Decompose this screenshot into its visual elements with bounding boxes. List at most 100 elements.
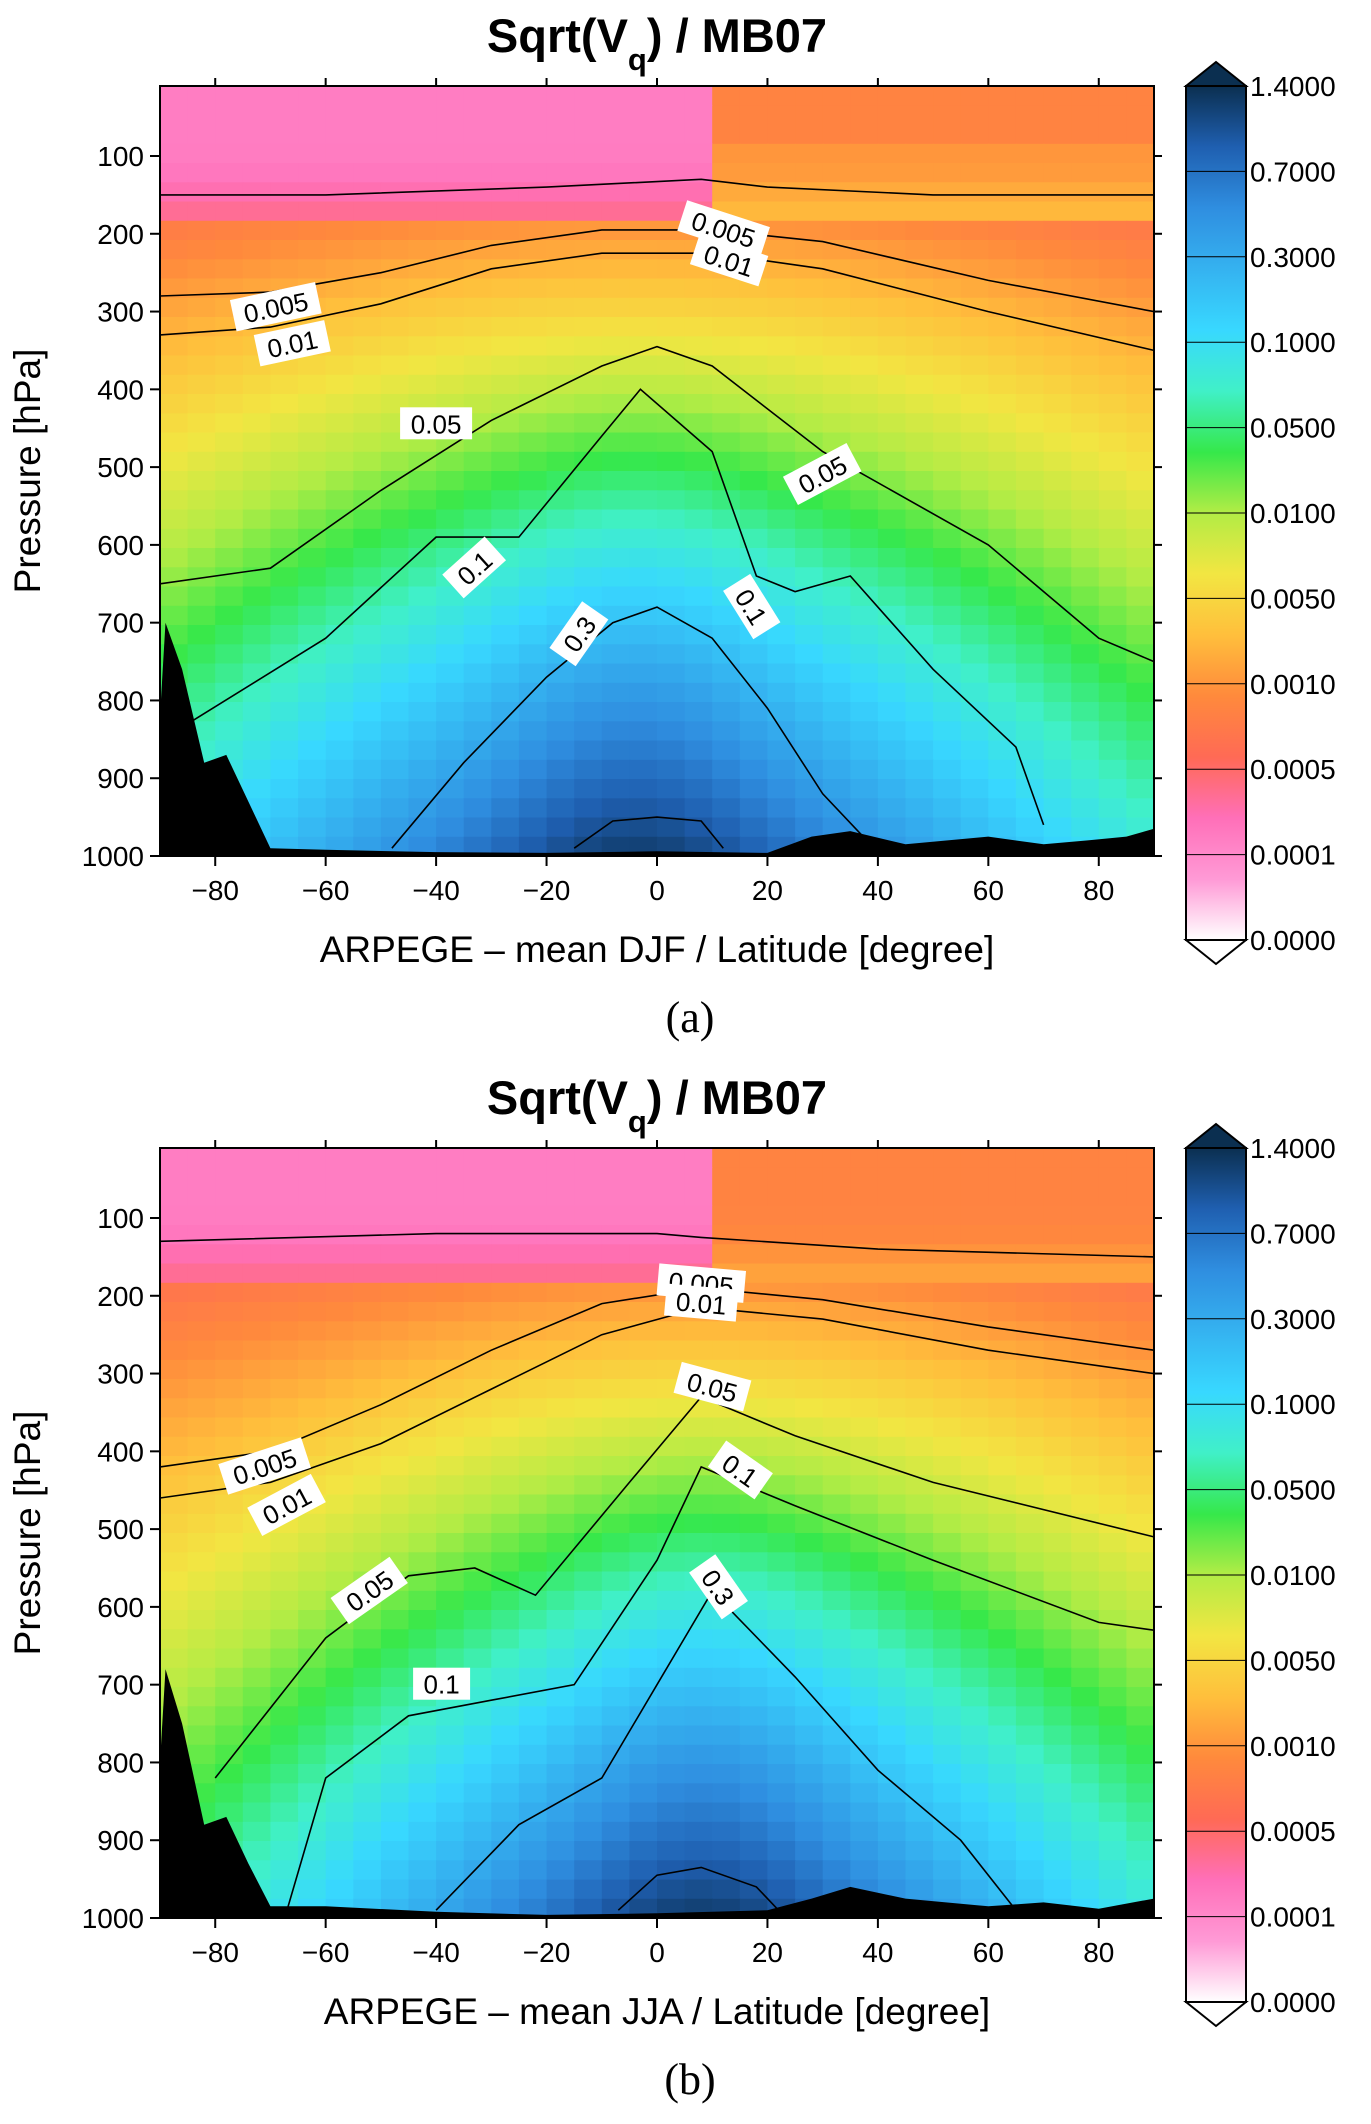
heatmap-cell xyxy=(684,1436,713,1457)
heatmap-cell xyxy=(1071,1205,1100,1226)
heatmap-cell xyxy=(877,240,907,261)
heatmap-cell xyxy=(1098,1552,1128,1573)
heatmap-cell xyxy=(739,490,769,511)
heatmap-cell xyxy=(933,1744,962,1765)
heatmap-cell xyxy=(822,240,852,261)
heatmap-cell xyxy=(657,1205,686,1226)
heatmap-cell xyxy=(739,317,769,338)
heatmap-cell xyxy=(877,567,907,588)
heatmap-cell xyxy=(215,1764,244,1785)
heatmap-cell xyxy=(1071,740,1100,761)
heatmap-cell xyxy=(160,1590,189,1611)
heatmap-cell xyxy=(574,201,603,222)
heatmap-cell xyxy=(574,336,603,357)
heatmap-cell xyxy=(988,1340,1017,1361)
heatmap-cell xyxy=(380,1629,410,1650)
heatmap-cell xyxy=(546,528,575,549)
heatmap-cell xyxy=(436,1821,465,1842)
heatmap-cell xyxy=(160,1398,189,1419)
heatmap-cell xyxy=(960,278,990,299)
heatmap-cell xyxy=(242,1783,272,1804)
heatmap-cell xyxy=(436,1879,465,1900)
heatmap-cell xyxy=(905,1494,934,1515)
heatmap-cell xyxy=(1015,625,1045,646)
heatmap-cell xyxy=(160,413,189,434)
heatmap-cell xyxy=(215,1321,244,1342)
heatmap-cell xyxy=(325,259,355,280)
heatmap-cell xyxy=(380,605,410,626)
heatmap-cell xyxy=(1098,413,1128,434)
heatmap-cell xyxy=(1098,297,1128,318)
heatmap-cell xyxy=(933,721,962,742)
heatmap-cell xyxy=(1126,240,1154,261)
heatmap-cell xyxy=(684,779,713,800)
heatmap-cell xyxy=(436,1783,465,1804)
colorbar-label: 0.0010 xyxy=(1250,669,1336,700)
heatmap-cell xyxy=(822,1744,852,1765)
heatmap-cell xyxy=(353,1340,382,1361)
heatmap-cell xyxy=(1043,490,1072,511)
heatmap-cell xyxy=(270,1571,299,1592)
heatmap-cell xyxy=(712,1764,741,1785)
heatmap-cell xyxy=(629,1417,658,1438)
heatmap-cell xyxy=(933,1263,962,1284)
heatmap-cell xyxy=(877,336,907,357)
y-tick-label: 900 xyxy=(97,1825,144,1856)
heatmap-cell xyxy=(877,528,907,549)
heatmap-cell xyxy=(574,1610,603,1631)
heatmap-cell xyxy=(1126,220,1154,241)
heatmap-cell xyxy=(436,1706,465,1727)
heatmap-cell xyxy=(933,317,962,338)
heatmap-cell xyxy=(1098,721,1128,742)
heatmap-cell xyxy=(518,1513,548,1534)
heatmap-cell xyxy=(242,1225,272,1246)
heatmap-cell xyxy=(933,567,962,588)
heatmap-cell xyxy=(518,471,548,492)
heatmap-cell xyxy=(1126,1590,1154,1611)
heatmap-cell xyxy=(160,86,189,107)
heatmap-cell xyxy=(767,644,796,665)
heatmap-cell xyxy=(712,1533,741,1554)
heatmap-cell xyxy=(657,1456,686,1477)
heatmap-cell xyxy=(215,1571,244,1592)
heatmap-cell xyxy=(380,1263,410,1284)
heatmap-cell xyxy=(546,336,575,357)
heatmap-cell xyxy=(491,817,520,838)
heatmap-cell xyxy=(1098,1379,1128,1400)
heatmap-cell xyxy=(298,779,327,800)
heatmap-cell xyxy=(463,1244,493,1265)
heatmap-cell xyxy=(960,1302,990,1323)
heatmap-cell xyxy=(298,1783,327,1804)
heatmap-cell xyxy=(518,1456,548,1477)
heatmap-cell xyxy=(518,1552,548,1573)
heatmap-cell xyxy=(1043,817,1072,838)
heatmap-cell xyxy=(242,682,272,703)
heatmap-cell xyxy=(298,259,327,280)
heatmap-cell xyxy=(298,143,327,164)
heatmap-cell xyxy=(1098,374,1128,395)
colorbar-top-arrow xyxy=(1183,60,1249,87)
heatmap-cell xyxy=(436,1610,465,1631)
heatmap-cell xyxy=(739,1610,769,1631)
heatmap-cell xyxy=(380,1417,410,1438)
heatmap-cell xyxy=(905,1244,934,1265)
heatmap-cell xyxy=(325,163,355,184)
heatmap-cell xyxy=(436,1764,465,1785)
heatmap-cell xyxy=(380,817,410,838)
heatmap-cell xyxy=(905,413,934,434)
heatmap-cell xyxy=(1071,1494,1100,1515)
heatmap-cell xyxy=(1098,1186,1128,1207)
heatmap-cell xyxy=(739,1167,769,1188)
heatmap-cell xyxy=(353,432,382,453)
heatmap-cell xyxy=(657,509,686,530)
heatmap-cell xyxy=(325,740,355,761)
heatmap-cell xyxy=(215,201,244,222)
heatmap-cell xyxy=(187,682,216,703)
heatmap-cell xyxy=(408,1610,437,1631)
heatmap-cell xyxy=(187,1205,216,1226)
heatmap-cell xyxy=(1043,1764,1072,1785)
heatmap-cell xyxy=(353,1533,382,1554)
heatmap-cell xyxy=(1126,663,1154,684)
heatmap-cell xyxy=(877,355,907,376)
heatmap-cell xyxy=(1015,105,1045,126)
